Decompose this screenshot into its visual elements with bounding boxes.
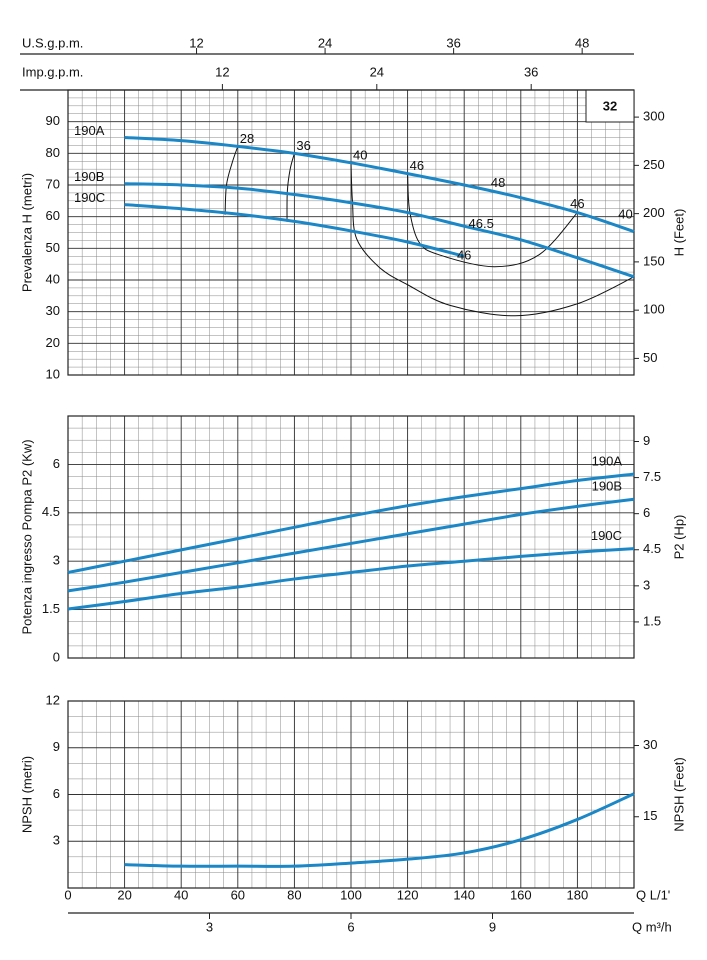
x-tick-label: 140	[453, 887, 475, 902]
series-line	[124, 136, 635, 233]
y-tick-label: 6	[53, 786, 60, 801]
axis-tick-label: 12	[189, 35, 203, 50]
axis-tick-label: 36	[524, 64, 538, 79]
x-tick-label: 80	[287, 887, 301, 902]
x-axis-title: Q L/1'	[636, 887, 670, 902]
y2-tick-label: 200	[643, 205, 665, 220]
axis-tick-label: 48	[575, 35, 589, 50]
badge: 32	[603, 98, 617, 113]
y2-tick-label: 6	[643, 505, 650, 520]
series-line	[124, 792, 635, 868]
series-line	[124, 203, 465, 258]
y-tick-label: 9	[53, 739, 60, 754]
y2-tick-label: 15	[643, 808, 657, 823]
efficiency-label: 28	[240, 131, 254, 146]
y2-axis-title: NPSH (Feet)	[671, 757, 686, 831]
axis-title: Q m³/h	[632, 919, 672, 934]
series-label: 190C	[74, 190, 105, 205]
axis-tick-label: 9	[489, 919, 496, 934]
series-line	[67, 497, 635, 593]
y2-tick-label: 30	[643, 737, 657, 752]
y-tick-label: 20	[46, 335, 60, 350]
axis-tick-label: 24	[370, 64, 384, 79]
series-label: 190B	[74, 169, 104, 184]
y-tick-label: 0	[53, 649, 60, 664]
y-tick-label: 6	[53, 456, 60, 471]
efficiency-curve	[350, 162, 635, 317]
y-tick-label: 1.5	[42, 601, 60, 616]
y2-tick-label: 100	[643, 302, 665, 317]
x-tick-label: 180	[567, 887, 589, 902]
axis-tick-label: 36	[446, 35, 460, 50]
y-tick-label: 40	[46, 271, 60, 286]
y-tick-label: 30	[46, 303, 60, 318]
x-tick-label: 40	[174, 887, 188, 902]
efficiency-label: 40	[618, 206, 632, 221]
x-tick-label: 100	[340, 887, 362, 902]
series-label: 190C	[591, 528, 622, 543]
y-tick-label: 50	[46, 240, 60, 255]
y2-tick-label: 300	[643, 109, 665, 124]
y2-tick-label: 3	[643, 577, 650, 592]
y2-tick-label: 1.5	[643, 613, 661, 628]
efficiency-label: 46.5	[469, 216, 494, 231]
y-tick-label: 90	[46, 113, 60, 128]
y2-tick-label: 9	[643, 433, 650, 448]
axis-title: Imp.g.p.m.	[22, 64, 83, 79]
series-label: 190B	[592, 479, 622, 494]
efficiency-curve	[286, 153, 295, 222]
y-tick-label: 3	[53, 553, 60, 568]
x-tick-label: 120	[397, 887, 419, 902]
x-tick-label: 20	[117, 887, 131, 902]
y-tick-label: 80	[46, 145, 60, 160]
x-tick-label: 0	[64, 887, 71, 902]
y2-tick-label: 4.5	[643, 541, 661, 556]
efficiency-label: 46	[410, 158, 424, 173]
series-line	[124, 182, 635, 279]
efficiency-label: 46	[570, 196, 584, 211]
badge-box	[585, 89, 635, 123]
x-tick-label: 60	[231, 887, 245, 902]
axis-tick-label: 24	[318, 35, 332, 50]
axis-tick-label: 3	[206, 919, 213, 934]
y2-tick-label: 50	[643, 350, 657, 365]
efficiency-curve	[224, 146, 239, 215]
y-tick-label: 10	[46, 366, 60, 381]
y2-axis-title: H (Feet)	[671, 209, 686, 257]
y-axis-title: Prevalenza H (metri)	[19, 173, 34, 292]
y-tick-label: 12	[46, 692, 60, 707]
y-axis-title: Potenza ingresso Pompa P2 (Kw)	[19, 439, 34, 634]
series-line	[67, 472, 635, 574]
y2-tick-label: 250	[643, 157, 665, 172]
efficiency-label: 36	[296, 138, 310, 153]
efficiency-label: 46	[457, 248, 471, 263]
y-tick-label: 4.5	[42, 504, 60, 519]
y2-tick-label: 7.5	[643, 469, 661, 484]
x-tick-label: 160	[510, 887, 532, 902]
efficiency-label: 48	[491, 175, 505, 190]
plot-frame	[67, 415, 635, 659]
series-line	[67, 547, 635, 611]
efficiency-curve	[407, 173, 578, 268]
y2-axis-title: P2 (Hp)	[671, 515, 686, 560]
y-tick-label: 60	[46, 208, 60, 223]
y2-tick-label: 150	[643, 253, 665, 268]
efficiency-label: 40	[353, 147, 367, 162]
axis-tick-label: 12	[215, 64, 229, 79]
y-axis-title: NPSH (metri)	[19, 756, 34, 833]
axis-title: U.S.g.p.m.	[22, 35, 83, 50]
y-tick-label: 3	[53, 833, 60, 848]
y-tick-label: 70	[46, 176, 60, 191]
series-label: 190A	[592, 454, 623, 469]
axis-tick-label: 6	[347, 919, 354, 934]
series-label: 190A	[74, 123, 105, 138]
